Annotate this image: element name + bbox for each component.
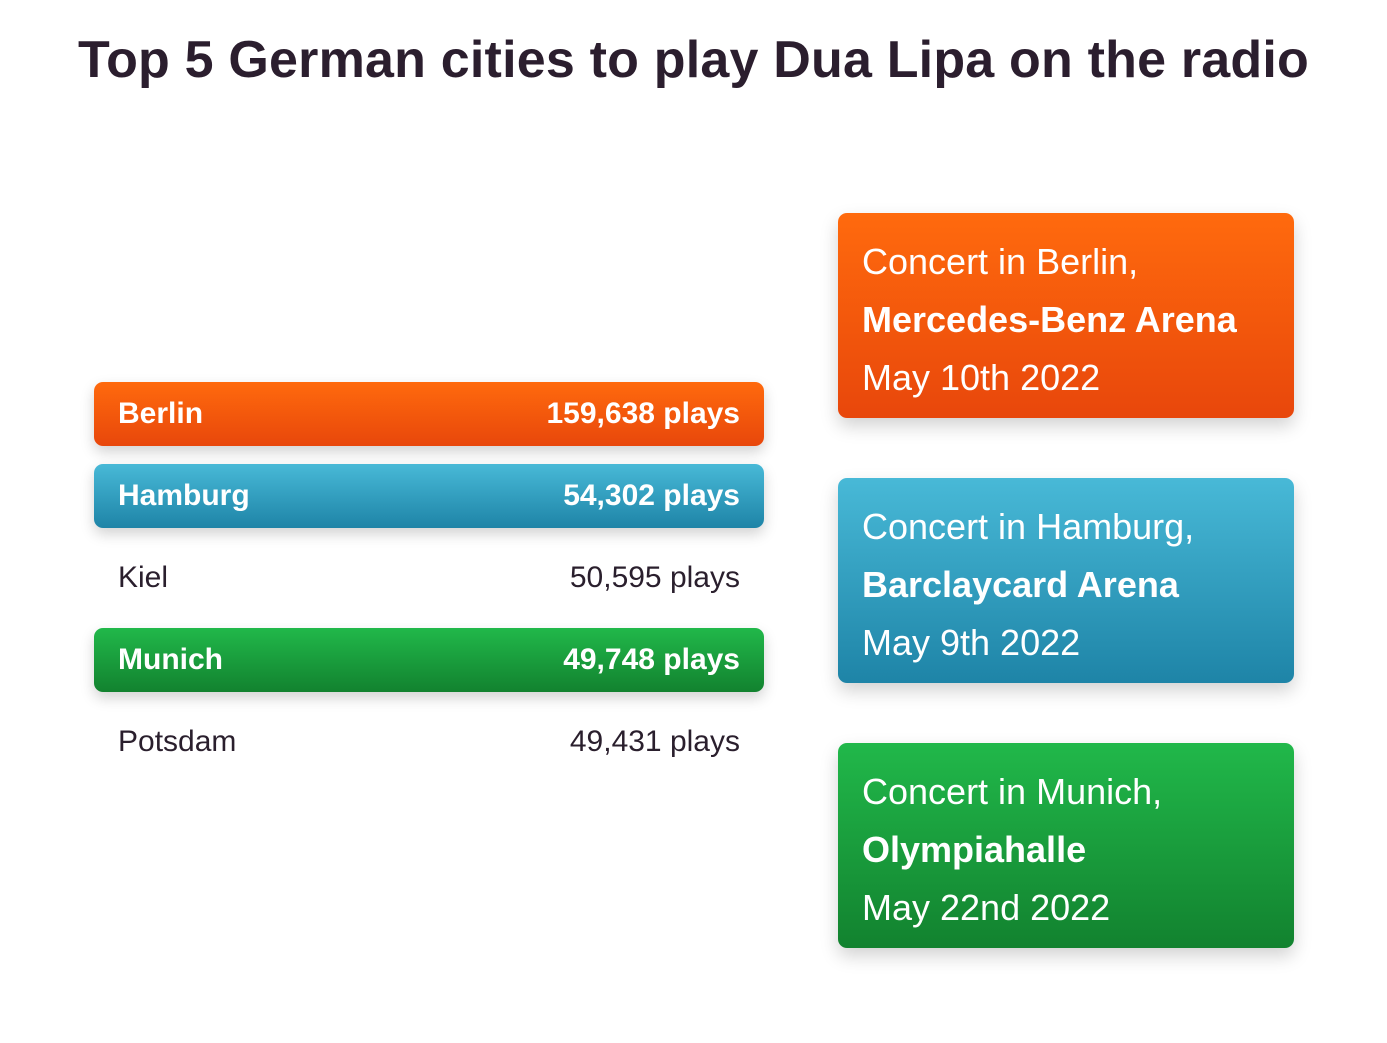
concert-date: May 22nd 2022: [862, 887, 1111, 928]
city-row-hamburg: Hamburg 54,302 plays: [94, 464, 764, 528]
concert-venue: Mercedes-Benz Arena: [862, 299, 1237, 340]
city-row-potsdam: Potsdam 49,431 plays: [94, 710, 764, 774]
concert-intro: Concert in Munich,: [862, 771, 1163, 812]
concert-date: May 10th 2022: [862, 357, 1101, 398]
city-name: Munich: [118, 643, 223, 676]
city-name: Potsdam: [118, 725, 237, 758]
concert-date: May 9th 2022: [862, 622, 1081, 663]
city-name: Kiel: [118, 561, 169, 594]
concert-card-berlin: Concert in Berlin, Mercedes-Benz Arena M…: [838, 213, 1294, 418]
concert-card-munich: Concert in Munich, Olympiahalle May 22nd…: [838, 743, 1294, 948]
concert-intro: Concert in Hamburg,: [862, 506, 1195, 547]
city-row-berlin: Berlin 159,638 plays: [94, 382, 764, 446]
city-plays: 49,431 plays: [569, 725, 740, 758]
page-title: Top 5 German cities to play Dua Lipa on …: [77, 31, 1310, 89]
city-ranking-list: Berlin 159,638 plays Hamburg 54,302 play…: [94, 382, 764, 792]
concert-venue: Barclaycard Arena: [862, 564, 1179, 605]
city-name: Hamburg: [118, 479, 250, 512]
city-row-munich: Munich 49,748 plays: [94, 628, 764, 692]
city-plays: 50,595 plays: [569, 561, 740, 594]
concert-card-hamburg: Concert in Hamburg, Barclaycard Arena Ma…: [838, 478, 1294, 683]
city-plays: 49,748 plays: [563, 643, 740, 676]
city-name: Berlin: [118, 397, 204, 430]
city-plays: 159,638 plays: [546, 397, 741, 430]
concert-intro: Concert in Berlin,: [862, 241, 1139, 282]
concert-venue: Olympiahalle: [862, 829, 1087, 870]
city-row-kiel: Kiel 50,595 plays: [94, 546, 764, 610]
city-plays: 54,302 plays: [563, 479, 740, 512]
